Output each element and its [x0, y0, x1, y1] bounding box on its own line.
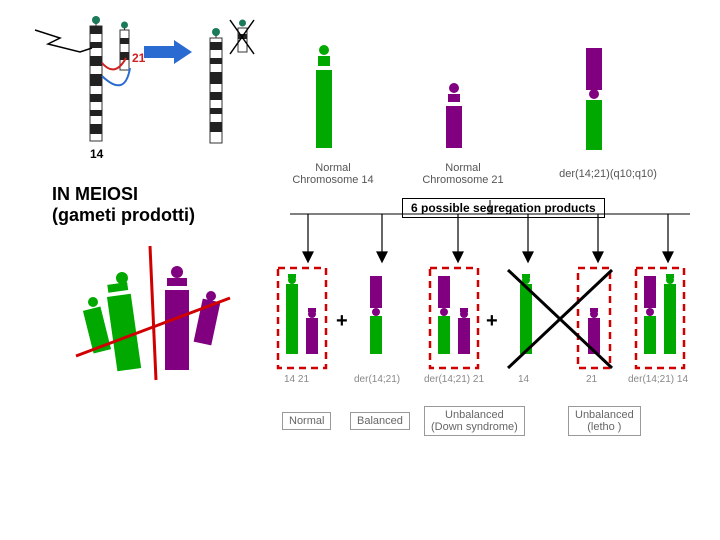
- translocation-ideogram-diagram: 14 21: [30, 8, 290, 178]
- plabel-6: der(14;21) 14: [628, 374, 688, 385]
- label-normal21: Normal Chromosome 21: [418, 162, 508, 186]
- product-6: [644, 274, 676, 354]
- plabel-3: der(14;21) 21: [424, 374, 484, 385]
- red-box-normal: [278, 268, 326, 368]
- derivative-chr-icon: [586, 48, 602, 150]
- class-balanced: Balanced: [350, 412, 410, 430]
- class-letho: Unbalanced (letho ): [568, 406, 641, 436]
- normal-chr21-icon: [446, 83, 462, 148]
- plus-2: +: [486, 310, 498, 333]
- blue-arc-icon: [102, 68, 130, 85]
- derivative-chromosome-ideogram: [210, 28, 222, 143]
- class-normal: Normal: [282, 412, 331, 430]
- title-line2: (gameti prodotti): [52, 205, 195, 226]
- pointer-zigzag-icon: [35, 30, 92, 52]
- product-3-down: [438, 276, 470, 354]
- title-line1: IN MEIOSI: [52, 184, 195, 205]
- plus-1: +: [336, 310, 348, 333]
- product-1-normal: [286, 274, 318, 354]
- chr21-number: 21: [132, 51, 146, 65]
- normal-chr14-icon: [316, 45, 332, 148]
- lost-fragment-icon: [230, 20, 254, 55]
- product-2-balanced: [370, 276, 382, 354]
- red-box-six: [636, 268, 684, 368]
- plabel-4: 14: [518, 374, 530, 385]
- plabel-1: 14 21: [284, 374, 309, 385]
- chromosome-14-ideogram: [90, 16, 102, 141]
- label-derivative: der(14;21)(q10;q10): [548, 168, 668, 180]
- class-down: Unbalanced (Down syndrome): [424, 406, 525, 436]
- trivalent-cluster-diagram: [70, 240, 250, 410]
- chr14-number: 14: [90, 147, 104, 161]
- arrow-icon: [144, 40, 192, 64]
- plabel-5: 21: [586, 374, 598, 385]
- plabel-2: der(14;21): [354, 374, 400, 385]
- chromosome-21-ideogram: [120, 22, 129, 71]
- section-title: IN MEIOSI (gameti prodotti): [52, 184, 195, 225]
- label-normal14: Normal Chromosome 14: [288, 162, 378, 186]
- red-box-down: [430, 268, 478, 368]
